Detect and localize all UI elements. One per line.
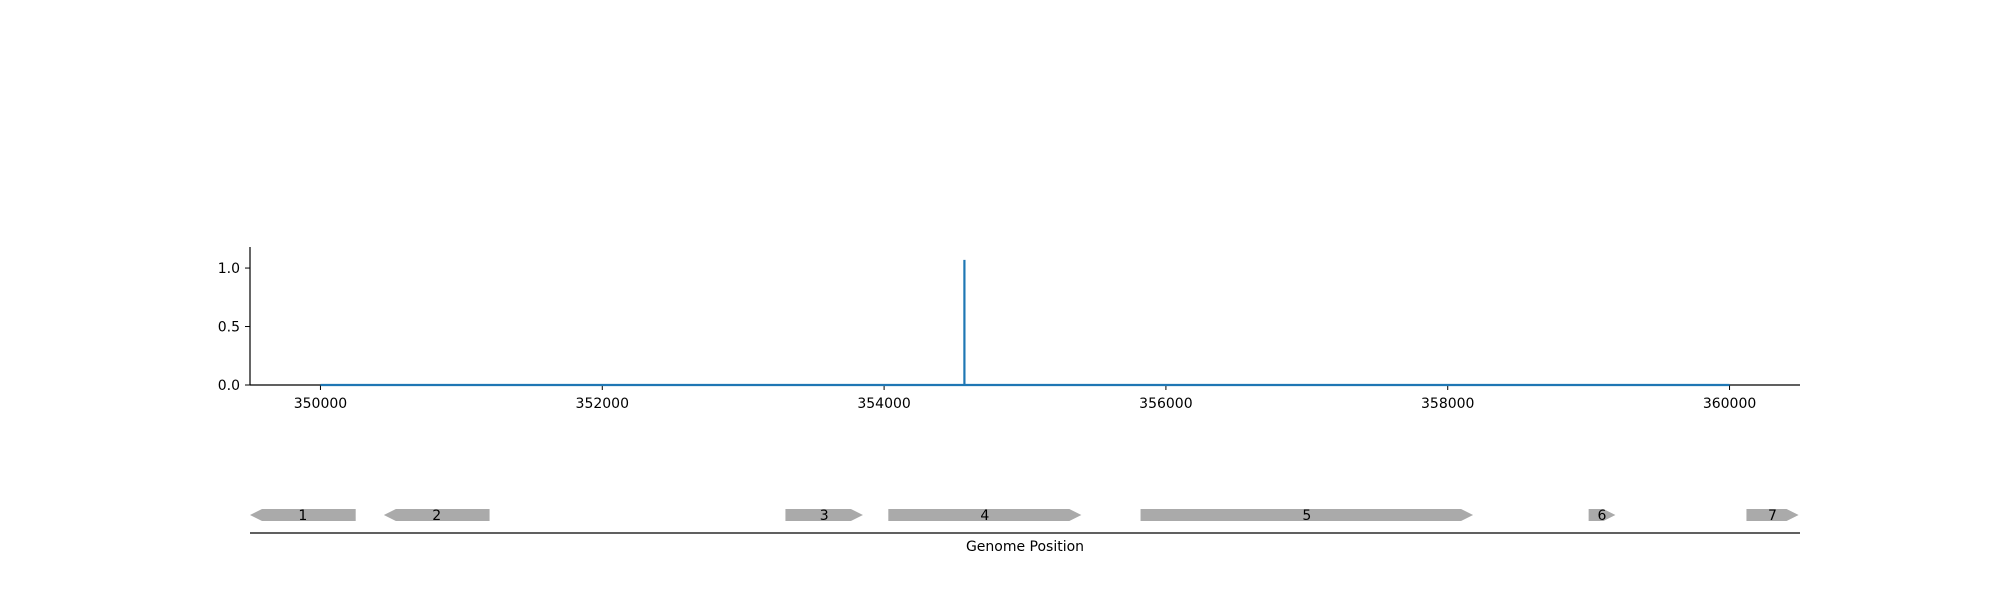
y-tick-label: 0.5 (218, 320, 240, 336)
gene-arrow-2 (383, 509, 490, 521)
gene-arrow-6 (1588, 509, 1616, 521)
gene-arrow-5 (1140, 509, 1474, 521)
coverage-series-line (320, 259, 1730, 387)
gene-track-x-axis-label: Genome Position (966, 539, 1084, 555)
x-tick-label: 354000 (857, 396, 910, 412)
gene-label-6: 6 (1598, 508, 1607, 524)
x-tick-label: 352000 (576, 396, 629, 412)
gene-label-1: 1 (298, 508, 307, 524)
x-tick-label: 350000 (294, 396, 347, 412)
gene-track: 1 2 3 4 5 6 7 (250, 508, 1800, 534)
gene-label-4: 4 (980, 508, 989, 524)
y-tick-label: 0.0 (218, 378, 240, 394)
gene-label-2: 2 (432, 508, 441, 524)
gene-arrow-3 (785, 509, 863, 521)
x-tick-label: 360000 (1703, 396, 1756, 412)
x-tick-label: 356000 (1139, 396, 1192, 412)
gene-arrow-7 (1746, 509, 1799, 521)
gene-label-5: 5 (1302, 508, 1311, 524)
y-tick-label: 1.0 (218, 261, 240, 277)
x-tick-label: 358000 (1421, 396, 1474, 412)
gene-label-7: 7 (1768, 508, 1777, 524)
gene-label-3: 3 (820, 508, 829, 524)
gene-arrow-4 (888, 509, 1082, 521)
coverage-plot: 350000 352000 354000 356000 358000 360000 0.0 0… (218, 247, 1800, 412)
gene-arrow-1 (250, 509, 356, 521)
